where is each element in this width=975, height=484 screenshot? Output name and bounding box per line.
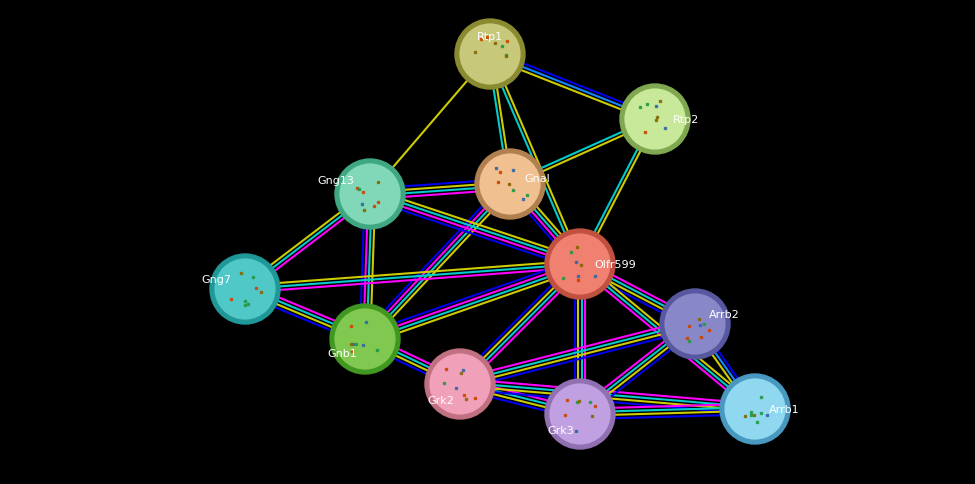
- Circle shape: [548, 232, 612, 296]
- Text: Rtp1: Rtp1: [477, 32, 503, 42]
- Circle shape: [333, 307, 397, 371]
- Text: Rtp2: Rtp2: [673, 115, 699, 125]
- Circle shape: [335, 160, 405, 229]
- Text: Gng7: Gng7: [201, 274, 231, 285]
- Circle shape: [620, 85, 690, 155]
- Circle shape: [720, 374, 790, 444]
- Text: Gnb1: Gnb1: [328, 348, 357, 358]
- Circle shape: [723, 377, 787, 441]
- Circle shape: [338, 163, 402, 227]
- Circle shape: [545, 379, 615, 449]
- Text: Gng13: Gng13: [317, 176, 354, 186]
- Circle shape: [475, 150, 545, 220]
- Circle shape: [478, 152, 542, 216]
- Circle shape: [623, 88, 687, 151]
- Circle shape: [210, 255, 280, 324]
- Text: Olfr599: Olfr599: [594, 259, 636, 270]
- Circle shape: [455, 20, 525, 90]
- Text: Gnal: Gnal: [524, 174, 550, 183]
- Text: Grk2: Grk2: [427, 395, 454, 405]
- Circle shape: [458, 23, 522, 87]
- Circle shape: [213, 257, 277, 321]
- Circle shape: [548, 382, 612, 446]
- Text: Arrb2: Arrb2: [709, 309, 740, 319]
- Text: Grk3: Grk3: [547, 425, 574, 435]
- Text: Arrb1: Arrb1: [769, 404, 799, 414]
- Circle shape: [660, 289, 730, 359]
- Circle shape: [330, 304, 400, 374]
- Circle shape: [545, 229, 615, 300]
- Circle shape: [428, 352, 492, 416]
- Circle shape: [663, 292, 727, 356]
- Circle shape: [425, 349, 495, 419]
